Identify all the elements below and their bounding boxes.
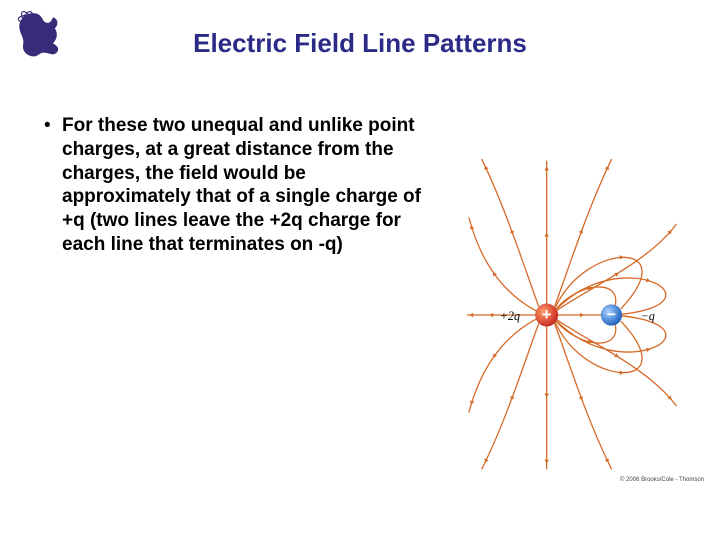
svg-text:+2q: +2q <box>500 309 520 323</box>
slide-title: Electric Field Line Patterns <box>0 28 720 59</box>
field-line-figure: + − +2q −q © 2006 Brooks/Cole - Thomson <box>440 145 710 485</box>
bullet-marker: • <box>44 114 62 138</box>
svg-text:−: − <box>607 306 616 323</box>
svg-text:−q: −q <box>641 309 655 323</box>
bullet-block: • For these two unequal and unlike point… <box>44 114 426 257</box>
figure-credit: © 2006 Brooks/Cole - Thomson <box>620 477 704 483</box>
bullet-item: • For these two unequal and unlike point… <box>44 114 426 257</box>
bullet-text: For these two unequal and unlike point c… <box>62 114 426 257</box>
svg-text:+: + <box>542 305 552 324</box>
